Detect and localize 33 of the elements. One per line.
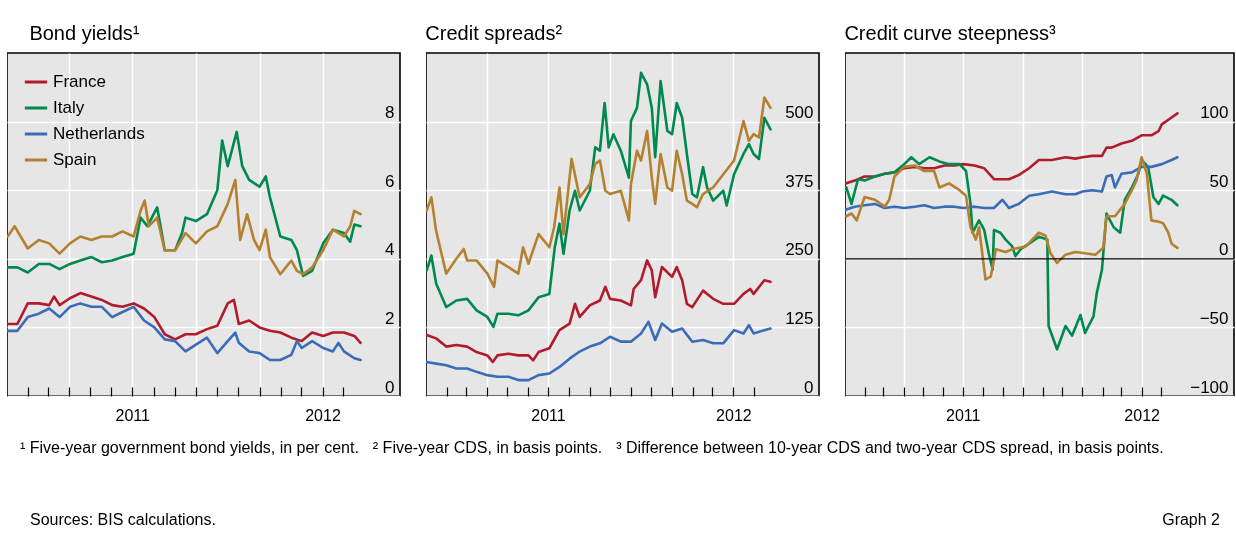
chart-title: Credit spreads²	[425, 22, 563, 44]
legend-label: France	[53, 72, 106, 91]
text: ³ Difference between 10-year CDS and two-year CDS spread, in basis points.	[616, 439, 1164, 456]
caption: Graph 2	[1162, 511, 1220, 529]
legend-label: Netherlands	[53, 124, 145, 143]
y-tick-label: 0	[385, 377, 395, 397]
y-tick-label: 50	[1209, 171, 1229, 191]
y-tick-label: 100	[1200, 103, 1229, 123]
y-tick-label: 0	[1219, 240, 1229, 260]
chart-title: Bond yields¹	[29, 22, 140, 44]
y-tick-label: 8	[385, 103, 395, 123]
y-tick-label: 0	[804, 377, 814, 397]
y-tick-label: 375	[785, 171, 814, 191]
x-tick-label: 2012	[1124, 406, 1161, 424]
y-tick-label: 6	[385, 171, 395, 191]
source-note: Sources: BIS calculations.	[30, 511, 216, 529]
y-tick-label: 250	[785, 240, 814, 260]
legend-label: Italy	[53, 98, 85, 117]
y-tick-label: 125	[785, 308, 814, 328]
y-tick-label: −50	[1199, 308, 1229, 328]
x-tick-label: 2011	[946, 406, 981, 424]
x-tick-label: 2011	[531, 406, 566, 424]
text: ¹ Five-year government bond yields, in per cent.	[20, 439, 359, 456]
text: ² Five-year CDS, in basis points.	[372, 439, 603, 456]
x-tick-label: 2012	[305, 406, 341, 424]
y-tick-label: −100	[1190, 377, 1229, 397]
x-tick-label: 2012	[716, 406, 752, 424]
y-tick-label: 500	[785, 103, 814, 123]
legend-label: Spain	[53, 150, 97, 169]
y-tick-label: 2	[385, 308, 395, 328]
chart-title: Credit curve steepness³	[844, 22, 1056, 44]
y-tick-label: 4	[385, 240, 395, 260]
x-tick-label: 2011	[115, 406, 151, 424]
